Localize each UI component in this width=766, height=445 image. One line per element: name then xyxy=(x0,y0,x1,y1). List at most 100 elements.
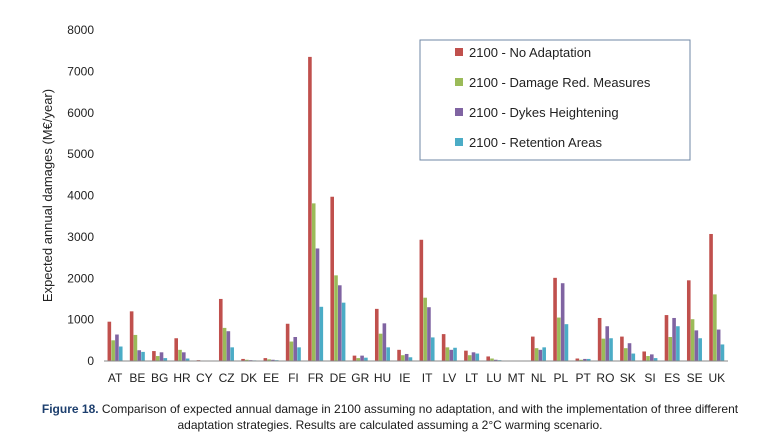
x-tick-label: BG xyxy=(151,371,168,385)
bar-CZ-series-1 xyxy=(218,298,223,361)
bar-DE-series-3 xyxy=(338,285,342,361)
legend-entry: 2100 - Dykes Heightening xyxy=(469,105,619,120)
bar-DE-series-2 xyxy=(334,275,338,361)
bar-HR-series-3 xyxy=(182,352,186,361)
bar-SK-series-3 xyxy=(627,343,632,361)
bar-IT-series-4 xyxy=(430,337,435,361)
x-tick-label: ES xyxy=(664,371,680,385)
bar-EE-series-3 xyxy=(271,359,275,361)
x-tick-label: BE xyxy=(129,371,145,385)
bar-BE-series-3 xyxy=(137,350,142,361)
bar-IE-series-1 xyxy=(397,349,401,361)
bar-GR-series-4 xyxy=(364,357,368,361)
bar-RO-series-1 xyxy=(597,317,602,361)
y-tick-label: 6000 xyxy=(67,106,94,120)
x-tick-label: HR xyxy=(173,371,191,385)
x-tick-label: AT xyxy=(108,371,123,385)
bar-BG-series-1 xyxy=(152,351,156,361)
y-axis-title: Expected annual damages (M€/year) xyxy=(40,89,55,302)
y-tick-label: 4000 xyxy=(67,189,94,203)
bars xyxy=(107,56,725,362)
y-axis-label: Expected annual damages (M€/year) xyxy=(40,89,55,302)
x-tick-label: CY xyxy=(196,371,213,385)
bar-GR-series-1 xyxy=(352,355,357,361)
bar-LU-series-1 xyxy=(486,356,490,361)
bar-PL-series-1 xyxy=(553,277,557,361)
bar-SI-series-2 xyxy=(646,356,650,361)
x-tick-label: GR xyxy=(351,371,369,385)
y-tick-labels: 0 1000 2000 3000 4000 5000 6000 7000 8000 xyxy=(67,23,94,368)
y-tick-label: 7000 xyxy=(67,64,94,78)
bar-UK-series-3 xyxy=(716,329,721,361)
x-tick-label: IT xyxy=(422,371,433,385)
bar-FI-series-3 xyxy=(293,337,298,361)
legend-swatch xyxy=(455,78,463,86)
y-tick-label: 5000 xyxy=(67,147,94,161)
bar-BG-series-2 xyxy=(155,356,160,361)
x-tick-label: LV xyxy=(443,371,457,385)
legend-swatch xyxy=(455,48,463,56)
y-tick-label: 1000 xyxy=(67,313,94,327)
bar-SK-series-1 xyxy=(620,336,624,361)
x-tick-label: SI xyxy=(644,371,655,385)
bar-RO-series-2 xyxy=(601,338,606,361)
bar-AT-series-3 xyxy=(115,334,119,361)
bar-SK-series-4 xyxy=(631,353,636,361)
bar-SE-series-2 xyxy=(690,319,695,361)
x-tick-label: NL xyxy=(531,371,547,385)
x-tick-label: UK xyxy=(709,371,726,385)
bar-HR-series-1 xyxy=(174,338,178,361)
bar-BG-series-4 xyxy=(163,358,168,361)
bar-CZ-series-4 xyxy=(230,347,234,361)
caption-lead: Figure 18. xyxy=(41,402,99,416)
bar-LT-series-1 xyxy=(464,350,468,361)
bar-LV-series-3 xyxy=(449,349,454,361)
bar-HU-series-4 xyxy=(386,347,390,361)
bar-ES-series-1 xyxy=(664,315,669,361)
x-tick-labels: AT BE BG HR CY CZ DK EE FI FR DE GR HU IE IT LV LT LU MT NL… xyxy=(108,371,725,385)
bar-FI-series-4 xyxy=(297,347,301,361)
bar-CZ-series-3 xyxy=(226,331,231,361)
bar-IE-series-2 xyxy=(401,355,405,361)
bar-FR-series-1 xyxy=(308,56,312,362)
bar-BG-series-3 xyxy=(159,352,164,361)
bar-NL-series-1 xyxy=(530,336,535,361)
legend-swatch xyxy=(455,138,463,146)
bar-LT-series-2 xyxy=(467,355,472,361)
x-tick-label: EE xyxy=(263,371,279,385)
x-tick-label: MT xyxy=(508,371,526,385)
y-tick-label: 2000 xyxy=(67,271,94,285)
y-tick-label: 8000 xyxy=(67,23,94,37)
x-tick-label: LT xyxy=(465,371,479,385)
bar-AT-series-4 xyxy=(118,346,123,361)
y-tick-label: 3000 xyxy=(67,230,94,244)
x-tick-label: HU xyxy=(374,371,391,385)
bar-UK-series-1 xyxy=(709,233,713,361)
x-tick-label: DK xyxy=(241,371,258,385)
bar-LV-series-1 xyxy=(441,334,446,361)
bar-ES-series-3 xyxy=(672,317,676,361)
x-tick-label: SE xyxy=(687,371,703,385)
bar-PL-series-2 xyxy=(557,317,561,361)
x-tick-label: DE xyxy=(330,371,347,385)
bar-IE-series-3 xyxy=(404,353,409,361)
bar-DK-series-1 xyxy=(241,358,245,361)
bar-UK-series-2 xyxy=(713,294,717,361)
legend-box xyxy=(419,39,691,161)
bar-SI-series-3 xyxy=(650,354,654,361)
bar-CZ-series-2 xyxy=(222,327,227,361)
bar-chart: Expected annual damages (M€/year) 0 1000 2… xyxy=(40,23,728,385)
bar-ES-series-2 xyxy=(668,337,673,361)
bar-FI-series-2 xyxy=(289,341,294,361)
x-tick-label: RO xyxy=(596,371,614,385)
bar-HR-series-2 xyxy=(178,349,182,361)
bar-HR-series-4 xyxy=(185,358,190,361)
bar-LV-series-2 xyxy=(445,347,450,361)
bar-ES-series-4 xyxy=(676,326,680,361)
bar-BE-series-2 xyxy=(133,334,138,361)
legend-entry: 2100 - No Adaptation xyxy=(469,45,591,60)
bar-RO-series-4 xyxy=(609,338,613,361)
bar-DE-series-4 xyxy=(341,302,346,361)
bar-UK-series-4 xyxy=(720,344,725,361)
bar-HU-series-3 xyxy=(382,323,387,361)
